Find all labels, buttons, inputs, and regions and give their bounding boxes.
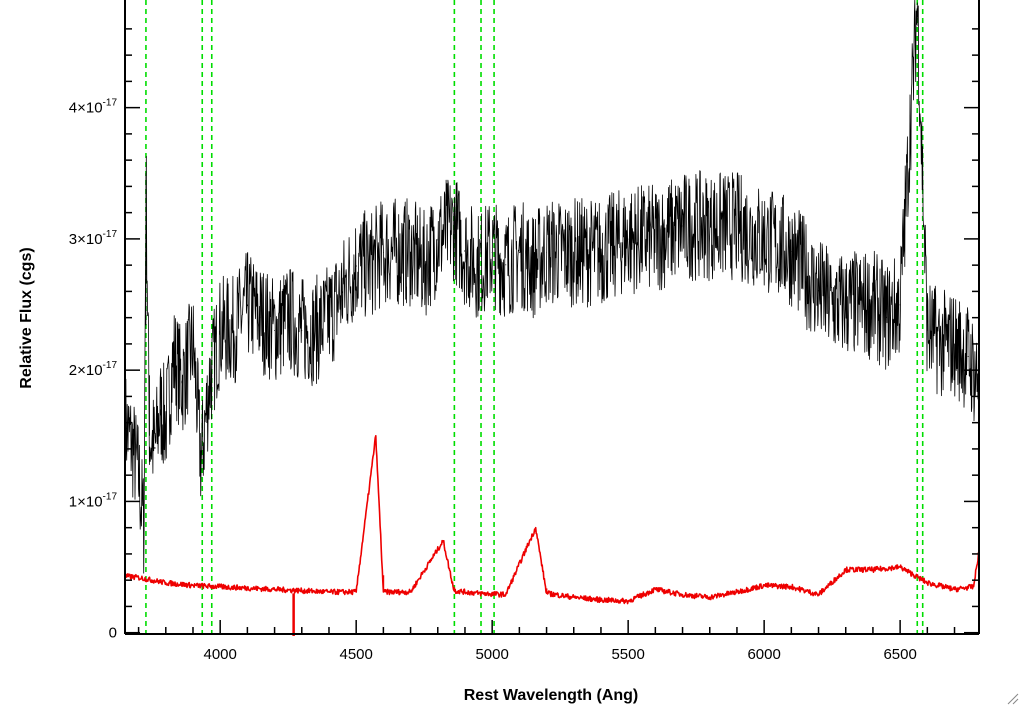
x-tick-label: 5500 — [611, 646, 644, 663]
y-axis-title: Relative Flux (cgs) — [18, 247, 35, 388]
resize-grip-icon[interactable] — [1007, 693, 1019, 705]
spectrum-line — [124, 0, 980, 574]
tick-marks — [125, 28, 979, 634]
x-tick-label: 4000 — [204, 646, 237, 663]
y-tick-label: 3×10-17 — [69, 229, 118, 248]
x-tick-label: 6000 — [747, 646, 780, 663]
x-tick-label: 4500 — [339, 646, 372, 663]
x-tick-label: 5000 — [475, 646, 508, 663]
y-tick-label: 0 — [109, 625, 117, 642]
y-tick-label: 1×10-17 — [69, 491, 118, 510]
error-line — [124, 435, 980, 605]
series-layer — [124, 0, 980, 636]
x-tick-label: 6500 — [883, 646, 916, 663]
tick-labels: 4000 4500 5000 5500 6000 6500 0 1×10-17 2×10-17 3… — [69, 98, 917, 663]
y-tick-label: 2×10-17 — [69, 360, 118, 379]
x-axis-title: Rest Wavelength (Ang) — [464, 687, 639, 704]
y-tick-label: 4×10-17 — [69, 98, 118, 117]
